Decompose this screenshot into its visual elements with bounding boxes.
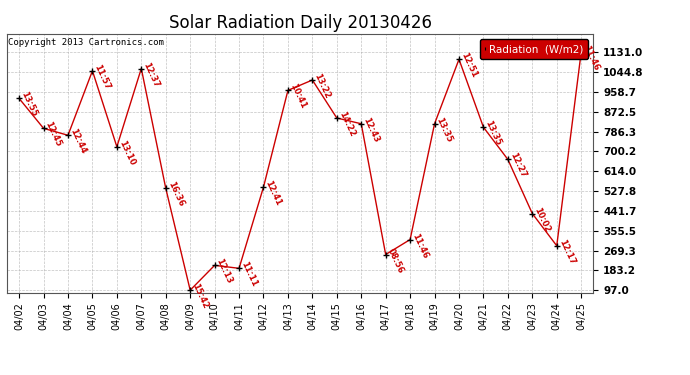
- Title: Solar Radiation Daily 20130426: Solar Radiation Daily 20130426: [168, 14, 432, 32]
- Text: 12:27: 12:27: [508, 152, 527, 180]
- Text: 13:10: 13:10: [117, 139, 137, 167]
- Text: 12:41: 12:41: [264, 179, 283, 207]
- Text: Copyright 2013 Cartronics.com: Copyright 2013 Cartronics.com: [8, 38, 164, 46]
- Text: 11:46: 11:46: [581, 44, 601, 72]
- Text: 12:17: 12:17: [557, 238, 576, 266]
- Text: 16:36: 16:36: [166, 180, 185, 209]
- Legend: Radiation  (W/m2): Radiation (W/m2): [480, 39, 588, 59]
- Text: 08:56: 08:56: [386, 247, 405, 274]
- Text: 14:22: 14:22: [337, 110, 356, 138]
- Text: 11:57: 11:57: [92, 63, 112, 91]
- Text: 12:13: 12:13: [215, 257, 234, 285]
- Text: 10:02: 10:02: [532, 206, 552, 234]
- Text: 13:35: 13:35: [484, 119, 503, 147]
- Text: 13:22: 13:22: [313, 72, 332, 100]
- Text: 12:51: 12:51: [459, 51, 478, 80]
- Text: 12:43: 12:43: [362, 116, 381, 144]
- Text: 12:44: 12:44: [68, 128, 88, 156]
- Text: 12:37: 12:37: [141, 61, 161, 88]
- Text: 11:46: 11:46: [410, 232, 430, 260]
- Text: 10:41: 10:41: [288, 82, 307, 111]
- Text: 13:55: 13:55: [19, 90, 39, 118]
- Text: 15:42: 15:42: [190, 282, 210, 310]
- Text: 11:11: 11:11: [239, 260, 259, 288]
- Text: 13:35: 13:35: [435, 116, 454, 144]
- Text: 12:45: 12:45: [43, 120, 63, 148]
